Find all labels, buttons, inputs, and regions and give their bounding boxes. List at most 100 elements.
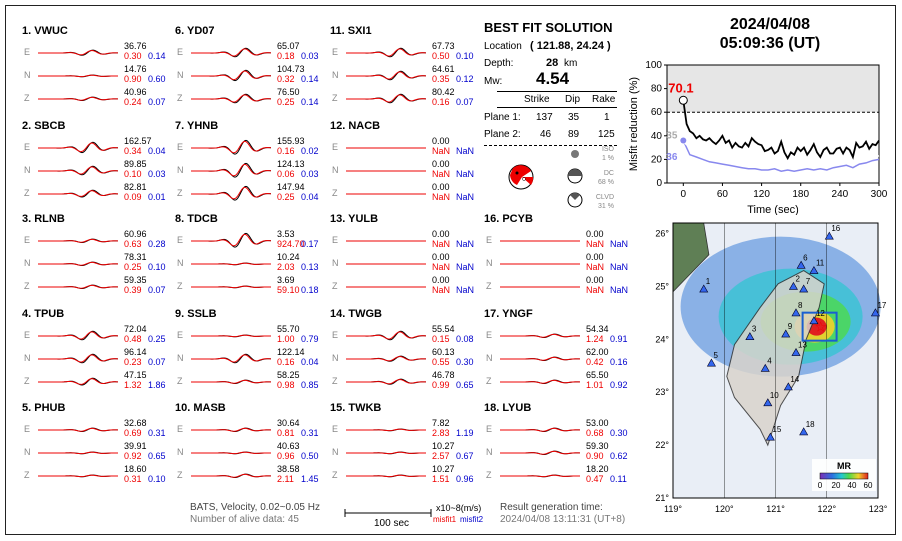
clvd-text: CLVD 31 % (595, 194, 614, 210)
station-title: 4. TPUB (22, 308, 65, 320)
component-label: Z (177, 93, 183, 103)
component-label: Z (332, 93, 338, 103)
amplitude-value: 60.13 (432, 347, 455, 357)
misfit1-value: 0.81 (277, 428, 295, 438)
amplitude-value: 54.34 (586, 324, 609, 334)
component-label: E (486, 330, 493, 340)
station-triangle-icon (799, 284, 809, 293)
misfit2-value: NaN (610, 239, 629, 249)
component-label: E (24, 424, 31, 434)
amplitude-value: 39.91 (124, 441, 147, 451)
misfit1-value: 0.55 (432, 357, 450, 367)
waveform (38, 284, 118, 290)
station-number: 9 (788, 322, 793, 331)
component-label: E (177, 330, 184, 340)
misfit1-value: 0.31 (124, 474, 142, 484)
station-number: 18 (806, 420, 815, 429)
misfit2-value: 0.31 (148, 428, 166, 438)
amplitude-value: 67.73 (432, 41, 455, 51)
station-title: 14. TWGB (330, 308, 382, 320)
misfit2-value: 0.03 (301, 51, 319, 61)
mt-components-icons (567, 150, 583, 208)
misfit2-value: 1.86 (148, 380, 166, 390)
plot-frame (666, 64, 880, 184)
waveform (191, 232, 271, 248)
misfit1-value: 0.24 (124, 97, 142, 107)
amplitude-value: 60.96 (124, 229, 147, 239)
misfit1-value: 0.69 (124, 428, 142, 438)
plane2-rake: 125 (598, 129, 615, 140)
misfit1-value: NaN (432, 192, 451, 202)
misfit2-value: 0.13 (301, 262, 319, 272)
misfit2-value: 0.10 (456, 51, 474, 61)
waveform (38, 474, 118, 478)
x-tick-label: 0 (681, 189, 687, 200)
synthetic-trace (38, 284, 118, 289)
table-rule-mid (497, 107, 617, 108)
x-tick-label: 300 (871, 189, 888, 200)
component-label: E (24, 235, 31, 245)
misfit1-value: 0.16 (277, 146, 295, 156)
waveform (38, 377, 118, 386)
misfit1-value: 0.30 (124, 51, 142, 61)
alive-data-text: Number of alive data: 45 (190, 514, 299, 525)
waveform (346, 47, 426, 58)
misfit1-value: 0.68 (586, 428, 604, 438)
misfit2-value: 0.92 (610, 380, 628, 390)
synthetic-trace (346, 451, 426, 455)
misfit2-value: 0.65 (148, 451, 166, 461)
amplitude-value: 55.54 (432, 324, 455, 334)
station-panel: 9. SSLB E 55.70 1.00 0.79 N 122.14 0.16 0.04 Z 58.… (175, 308, 325, 403)
x-tick-label: 180 (792, 189, 809, 200)
waveform (500, 379, 580, 385)
colorbar (819, 472, 869, 480)
misfit2-value: NaN (610, 262, 629, 272)
white-series-start-label: 35 (666, 131, 678, 142)
synthetic-trace (38, 74, 118, 78)
waveform (191, 379, 271, 385)
misfit1-value: 0.06 (277, 169, 295, 179)
amplitude-value: 72.04 (124, 324, 147, 334)
iso-text: ISO 1 % (601, 146, 614, 162)
station-title: 2. SBCB (22, 120, 66, 132)
synthetic-trace (346, 331, 426, 340)
misfit1-value: 0.99 (432, 380, 450, 390)
station-number: 3 (752, 325, 757, 334)
station-triangle-icon (796, 260, 806, 269)
generation-label: Result generation time: (500, 502, 603, 513)
misfit2-value: 0.50 (301, 451, 319, 461)
synthetic-trace (500, 379, 580, 384)
synthetic-trace (38, 331, 118, 340)
plane1-label: Plane 1: (484, 112, 521, 123)
station-number: 12 (816, 309, 825, 318)
station-triangle-icon (799, 427, 809, 436)
amplitude-value: 0.00 (432, 229, 450, 239)
waveform (38, 141, 118, 154)
amplitude-value: 78.31 (124, 252, 147, 262)
component-label: N (177, 447, 184, 457)
misfit2-value: NaN (610, 285, 629, 295)
synthetic-trace (38, 474, 118, 478)
waveform (346, 355, 426, 362)
synthetic-trace (38, 378, 118, 385)
waveform (346, 93, 426, 104)
misfit1-value: 1.01 (586, 380, 604, 390)
misfit2-value: 0.03 (301, 169, 319, 179)
station-number: 1 (706, 277, 711, 286)
series-line (682, 100, 880, 161)
synthetic-trace (191, 451, 271, 455)
amplitude-value: 162.57 (124, 136, 152, 146)
amplitude-value: 38.58 (277, 464, 300, 474)
waveform (191, 139, 271, 155)
waveform (191, 451, 271, 455)
amplitude-value: 3.53 (277, 229, 295, 239)
misfit1-value: 924.70 (277, 239, 305, 249)
waveform (38, 353, 118, 364)
y-tick-label: 40 (651, 131, 663, 142)
misfit1-value: 2.11 (277, 474, 294, 484)
misfit2-value: 0.30 (456, 357, 474, 367)
misfit1-value: 0.34 (124, 146, 142, 156)
component-label: N (486, 258, 493, 268)
station-title: 18. LYUB (484, 402, 532, 414)
misfit1-value: 0.98 (277, 380, 295, 390)
